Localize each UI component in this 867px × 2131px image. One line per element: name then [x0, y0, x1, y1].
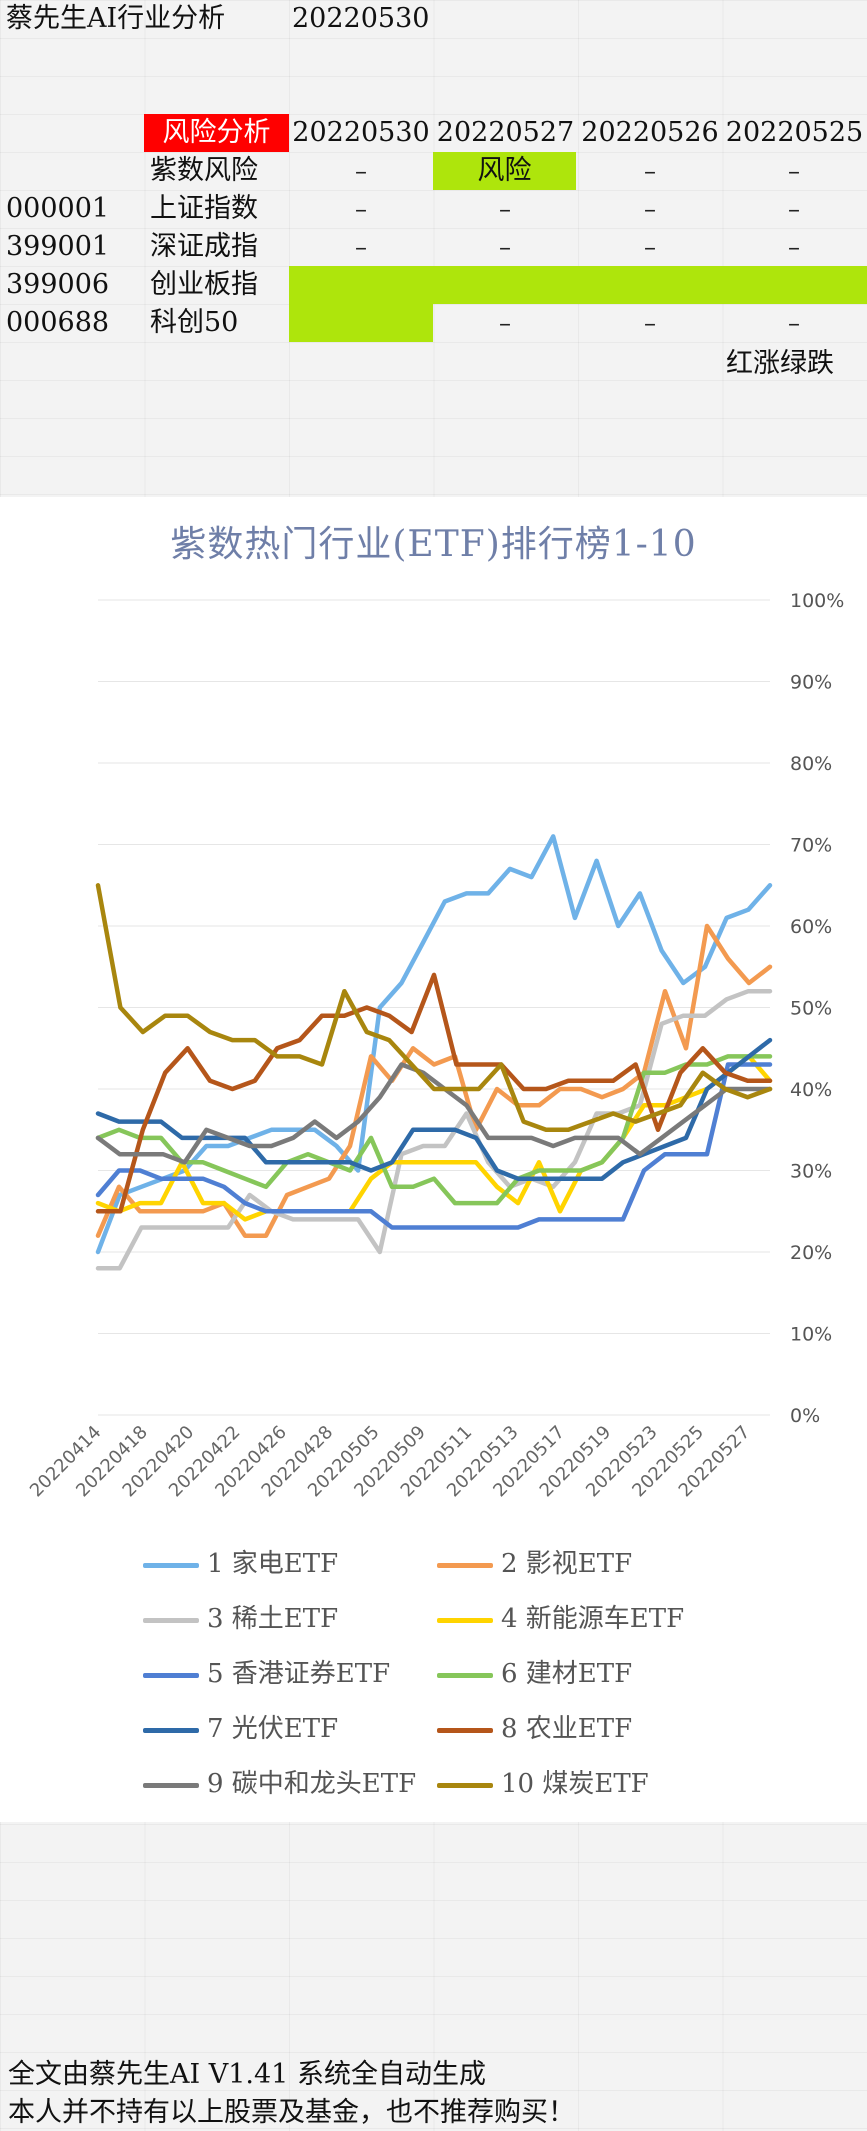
risk-cell: – [355, 195, 367, 223]
footer-line-1: 全文由蔡先生AI V1.41 系统全自动生成 [8, 2059, 486, 2090]
risk-cell: – [644, 309, 656, 337]
series-line-10 [95, 883, 773, 1133]
legend-label: 9 碳中和龙头ETF [207, 1769, 417, 1799]
legend-item: 2 影视ETF [437, 1544, 632, 1584]
legend-label: 8 农业ETF [501, 1714, 633, 1744]
y-tick-label: 70% [790, 835, 832, 857]
legend-item: 5 香港证券ETF [143, 1654, 390, 1694]
row-code: 399001 [6, 231, 110, 262]
legend-swatch [437, 1562, 493, 1568]
y-tick-label: 0% [790, 1405, 820, 1427]
y-tick-label: 80% [790, 753, 832, 775]
legend-swatch [143, 1672, 199, 1678]
risk-cell-flagged: 风险 [433, 152, 576, 190]
risk-cell: – [788, 157, 800, 185]
chart-panel [0, 497, 867, 1822]
row-name: 深证成指 [150, 231, 258, 262]
legend-item: 10 煤炭ETF [437, 1764, 649, 1804]
risk-cell: – [788, 309, 800, 337]
risk-cell: – [644, 195, 656, 223]
risk-cell-flagged [289, 304, 433, 342]
legend-label: 1 家电ETF [207, 1549, 339, 1579]
legend-label: 4 新能源车ETF [501, 1604, 685, 1634]
row-name: 紫数风险 [150, 155, 258, 186]
risk-cell: – [355, 233, 367, 261]
risk-cell: – [355, 157, 367, 185]
legend-swatch [437, 1617, 493, 1623]
date-col-3: 20220526 [581, 117, 719, 148]
legend-label: 10 煤炭ETF [501, 1769, 649, 1799]
legend-swatch [437, 1727, 493, 1733]
legend-swatch [143, 1782, 199, 1788]
risk-cell: – [499, 195, 511, 223]
risk-cell: – [499, 309, 511, 337]
legend-swatch [437, 1782, 493, 1788]
y-tick-label: 100% [790, 590, 844, 612]
legend-item: 8 农业ETF [437, 1709, 632, 1749]
y-tick-label: 60% [790, 916, 832, 938]
legend-item: 6 建材ETF [437, 1654, 632, 1694]
series-line-8 [95, 972, 773, 1214]
legend-label: 7 光伏ETF [207, 1714, 339, 1744]
y-tick-label: 20% [790, 1242, 832, 1264]
legend-label: 5 香港证券ETF [207, 1659, 391, 1689]
risk-cell: – [499, 233, 511, 261]
footer-line-2: 本人并不持有以上股票及基金，也不推荐购买！ [8, 2097, 575, 2128]
chart-title: 紫数热门行业(ETF)排行榜1-10 [170, 524, 697, 565]
y-tick-label: 40% [790, 1079, 832, 1101]
legend-swatch [437, 1672, 493, 1678]
legend-item: 7 光伏ETF [143, 1709, 338, 1749]
color-note: 红涨绿跌 [726, 348, 834, 379]
y-tick-label: 30% [790, 1161, 832, 1183]
risk-cell-flagged-span [289, 266, 867, 304]
y-tick-label: 90% [790, 672, 832, 694]
series-line-4 [95, 1054, 773, 1222]
legend-label: 2 影视ETF [501, 1549, 633, 1579]
row-code: 000688 [6, 307, 110, 338]
legend-item: 9 碳中和龙头ETF [143, 1764, 416, 1804]
risk-cell: – [788, 233, 800, 261]
legend-item: 1 家电ETF [143, 1544, 338, 1584]
y-tick-label: 10% [790, 1324, 832, 1346]
risk-analysis-header: 风险分析 [144, 114, 289, 152]
legend-item: 4 新能源车ETF [437, 1599, 684, 1639]
row-name: 科创50 [150, 307, 239, 338]
date-col-1: 20220530 [292, 117, 430, 148]
row-name: 创业板指 [150, 269, 258, 300]
date-col-2: 20220527 [436, 117, 575, 148]
date-col-4: 20220525 [725, 117, 864, 148]
y-tick-label: 50% [790, 998, 832, 1020]
row-code: 000001 [6, 193, 110, 224]
legend-swatch [143, 1727, 199, 1733]
series-line-7 [95, 1037, 773, 1181]
legend-item: 3 稀土ETF [143, 1599, 338, 1639]
row-code: 399006 [6, 269, 110, 300]
series-line-3 [95, 988, 773, 1271]
report-title: 蔡先生AI行业分析 [6, 3, 226, 34]
report-date: 20220530 [292, 3, 430, 34]
series-line-2 [95, 923, 773, 1238]
legend-label: 3 稀土ETF [207, 1604, 339, 1634]
legend-swatch [143, 1617, 199, 1623]
series-line-5 [95, 1062, 773, 1230]
risk-cell: – [788, 195, 800, 223]
row-name: 上证指数 [150, 193, 258, 224]
series-line-6 [95, 1054, 773, 1206]
risk-cell: – [644, 157, 656, 185]
legend-swatch [143, 1562, 199, 1568]
series-line-9 [95, 1062, 773, 1165]
risk-cell: – [644, 233, 656, 261]
legend-label: 6 建材ETF [501, 1659, 633, 1689]
series-line-1 [95, 834, 773, 1255]
